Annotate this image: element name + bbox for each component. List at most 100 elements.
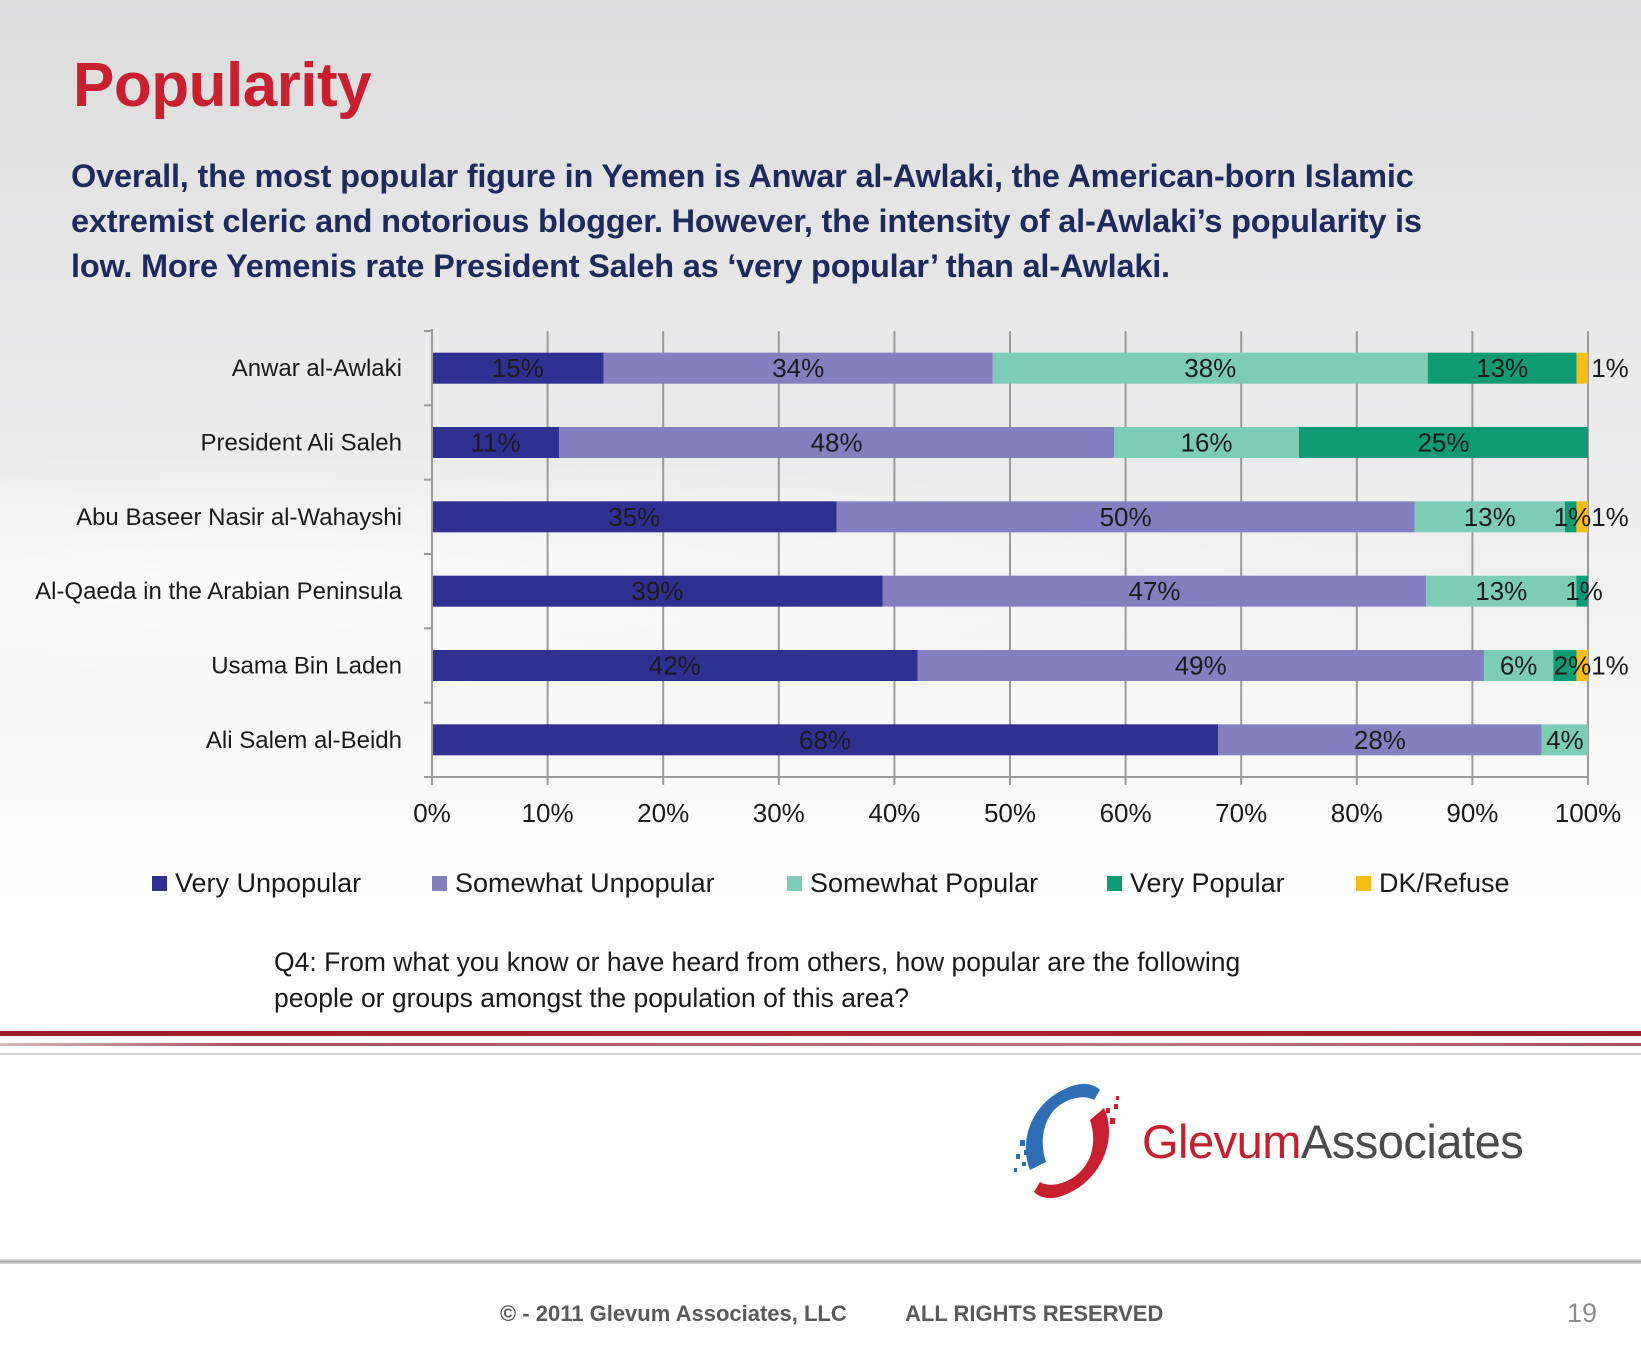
x-tick-label: 100% xyxy=(1555,798,1622,828)
legend-item: Very Popular xyxy=(1107,868,1285,899)
data-label: 49% xyxy=(1175,651,1227,681)
bar-segment-very-popular xyxy=(1564,501,1577,533)
data-label: 1% xyxy=(1591,353,1629,383)
bar-segment-very-popular xyxy=(1427,352,1577,384)
data-label: 6% xyxy=(1500,651,1538,681)
page-number: 19 xyxy=(1567,1298,1598,1328)
x-tick-label: 30% xyxy=(753,798,805,828)
bar-segment-somewhat-unpopular xyxy=(882,575,1427,607)
x-tick-label: 80% xyxy=(1331,798,1383,828)
x-tick-label: 0% xyxy=(413,798,451,828)
company-logo: GlevumAssociates xyxy=(1010,1078,1610,1203)
survey-question: Q4: From what you know or have heard fro… xyxy=(274,944,1240,1016)
bars xyxy=(432,352,1588,756)
legend-item: DK/Refuse xyxy=(1356,868,1510,899)
bar-segment-somewhat-unpopular xyxy=(836,501,1415,533)
data-label: 2% xyxy=(1554,651,1592,681)
bar-segment-somewhat-popular xyxy=(1541,724,1588,756)
legend-label: DK/Refuse xyxy=(1379,868,1510,898)
data-label: 13% xyxy=(1476,353,1528,383)
bar-segment-somewhat-popular xyxy=(1426,575,1577,607)
legend-swatch xyxy=(1107,876,1122,891)
rights-text: ALL RIGHTS RESERVED xyxy=(905,1301,1164,1326)
bar-segment-dk-refuse xyxy=(1576,650,1588,681)
data-label: 68% xyxy=(799,725,851,755)
x-tick-label: 40% xyxy=(868,798,920,828)
divider-red xyxy=(0,1031,1641,1036)
legend-swatch xyxy=(787,876,802,891)
question-line: Q4: From what you know or have heard fro… xyxy=(274,947,1241,977)
footer-divider xyxy=(0,1259,1641,1264)
legend-item: Somewhat Unpopular xyxy=(432,868,715,899)
subtitle-line: Overall, the most popular figure in Yeme… xyxy=(71,158,1414,194)
bar-segment-somewhat-unpopular xyxy=(603,352,993,384)
data-label: 42% xyxy=(649,651,701,681)
bar-segment-somewhat-unpopular xyxy=(559,427,1115,458)
bar-segment-somewhat-popular xyxy=(992,352,1428,384)
legend-label: Very Popular xyxy=(1130,868,1285,898)
subtitle-line: extremist cleric and notorious blogger. … xyxy=(71,203,1422,239)
data-label: 34% xyxy=(772,353,824,383)
data-label: 25% xyxy=(1417,428,1469,458)
axes xyxy=(424,329,1588,785)
data-label: 15% xyxy=(492,353,544,383)
x-tick-label: 10% xyxy=(522,798,574,828)
subtitle-line: low. More Yemenis rate President Saleh a… xyxy=(71,248,1170,284)
legend-label: Somewhat Unpopular xyxy=(455,868,715,898)
category-label: Abu Baseer Nasir al-Wahayshi xyxy=(76,504,402,531)
data-label: 13% xyxy=(1464,502,1516,532)
x-tick-label: 70% xyxy=(1215,798,1267,828)
x-tick-label: 60% xyxy=(1100,798,1152,828)
data-label: 28% xyxy=(1354,725,1406,755)
company-name: GlevumAssociates xyxy=(1142,1115,1524,1168)
legend-label: Somewhat Popular xyxy=(810,868,1039,898)
bar-segment-somewhat-popular xyxy=(1414,501,1565,533)
divider-grey xyxy=(0,1053,1641,1055)
divider-red-thin xyxy=(0,1043,1641,1046)
data-label: 50% xyxy=(1100,502,1152,532)
legend-item: Somewhat Popular xyxy=(787,868,1038,899)
category-label: Usama Bin Laden xyxy=(211,653,402,680)
data-label: 35% xyxy=(608,502,660,532)
category-label: Anwar al-Awlaki xyxy=(232,355,402,382)
category-label: President Ali Saleh xyxy=(201,430,402,457)
category-label: Al-Qaeda in the Arabian Peninsula xyxy=(35,578,403,605)
data-label: 1% xyxy=(1591,502,1629,532)
category-label: Ali Salem al-Beidh xyxy=(206,727,402,754)
data-label: 11% xyxy=(471,428,521,458)
bar-segment-somewhat-unpopular xyxy=(917,650,1484,681)
bar-segment-somewhat-unpopular xyxy=(1218,724,1542,756)
bar-segment-dk-refuse xyxy=(1576,501,1588,533)
x-tick-label: 20% xyxy=(637,798,689,828)
slide-title: Popularity xyxy=(73,51,372,120)
glevum-swirl-logo-icon xyxy=(1014,1083,1119,1199)
stacked-bar-chart: 0% 10% 20% 30% 40% 50% 60% 70% 80% 90% 100% Anwar a… xyxy=(35,329,1629,828)
data-label: 39% xyxy=(631,576,683,606)
data-label: 1% xyxy=(1591,651,1629,681)
data-label: 1% xyxy=(1554,502,1592,532)
data-label: 13% xyxy=(1475,576,1527,606)
legend-swatch xyxy=(1356,876,1371,891)
bar-segment-very-unpopular xyxy=(432,650,918,681)
x-tick-label: 50% xyxy=(984,798,1036,828)
data-label: 16% xyxy=(1180,428,1232,458)
data-label: 48% xyxy=(811,428,863,458)
chart-legend: Very Unpopular Somewhat Unpopular Somewhat… xyxy=(0,868,1641,902)
bar-segment-dk-refuse xyxy=(1576,352,1588,384)
bar-segment-very-unpopular xyxy=(432,427,560,458)
bar-segment-somewhat-popular xyxy=(1114,427,1299,458)
bar-segment-very-unpopular xyxy=(432,724,1219,756)
legend-swatch xyxy=(152,876,167,891)
bar-segment-very-popular xyxy=(1576,575,1588,607)
gridlines xyxy=(546,331,1589,785)
data-label: 4% xyxy=(1546,725,1584,755)
x-tick-label: 90% xyxy=(1446,798,1498,828)
bar-segment-very-unpopular xyxy=(432,501,837,533)
bar-segment-very-unpopular xyxy=(432,352,604,384)
legend-swatch xyxy=(432,876,447,891)
bar-segment-very-unpopular xyxy=(432,575,883,607)
legend-item: Very Unpopular xyxy=(152,868,361,899)
bar-segment-very-popular xyxy=(1299,427,1588,458)
labels: 0% 10% 20% 30% 40% 50% 60% 70% 80% 90% 100% Anwar a… xyxy=(35,353,1629,828)
bar-segment-very-popular xyxy=(1553,650,1577,681)
